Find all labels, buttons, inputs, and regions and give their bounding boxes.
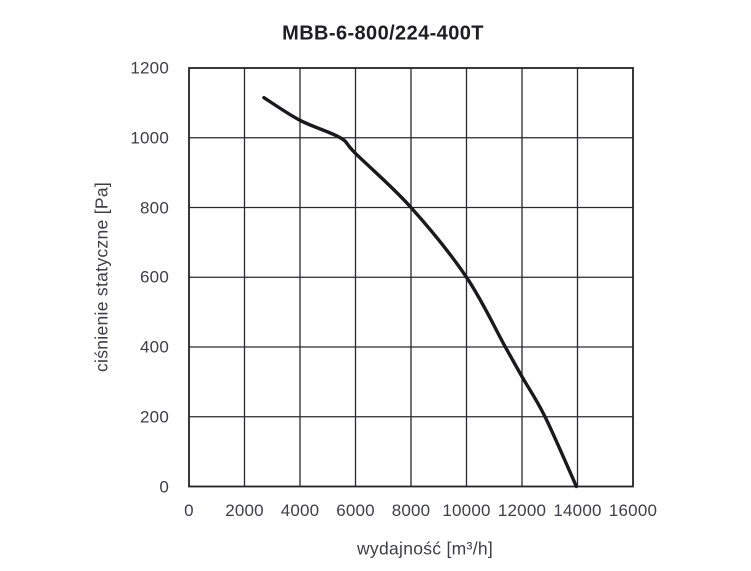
plot-border (188, 67, 634, 488)
performance-curve (262, 95, 579, 489)
x-axis-label: wydajność [m³/h] (356, 538, 494, 559)
x-tick-label: 2000 (225, 501, 264, 520)
x-tick-label: 0 (184, 501, 194, 520)
y-tick-label: 0 (159, 477, 169, 496)
x-tick-label: 6000 (336, 501, 375, 520)
x-tick-label: 12000 (497, 501, 547, 520)
x-tick-label: 10000 (442, 501, 491, 520)
y-tick-label: 800 (140, 198, 169, 217)
y-axis-label: ciśnienie statyczne [Pa] (91, 181, 112, 373)
y-tick-label: 600 (140, 267, 169, 287)
y-tick-label: 200 (140, 407, 169, 427)
y-tick-label: 400 (140, 337, 169, 357)
x-tick-label: 8000 (391, 501, 431, 520)
x-tick-label: 14000 (553, 501, 602, 520)
chart-title: MBB-6-800/224-400T (282, 22, 484, 45)
plot-area (188, 67, 634, 489)
x-tick-label: 4000 (280, 501, 320, 520)
y-tick-label: 1200 (130, 58, 169, 78)
y-tick-label: 1000 (130, 128, 169, 148)
x-tick-label: 16000 (608, 501, 658, 520)
